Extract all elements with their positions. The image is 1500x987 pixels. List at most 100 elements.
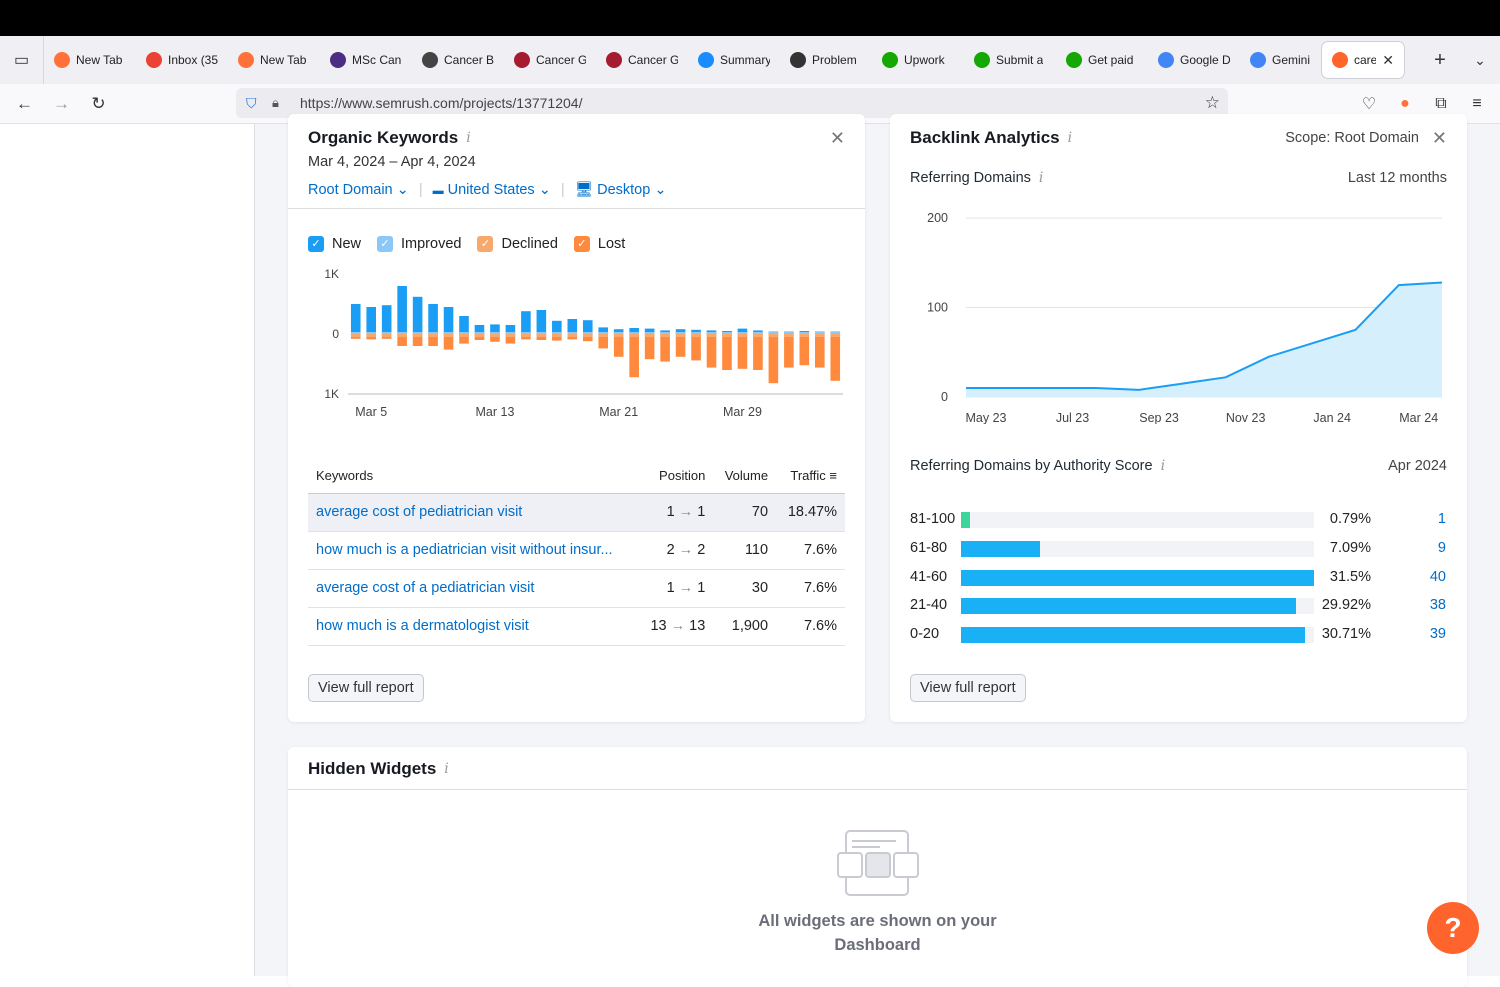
device-filter-dropdown[interactable]: 🖥︎ Desktop ⌄ bbox=[575, 181, 667, 198]
bar-improved bbox=[490, 332, 500, 334]
info-icon[interactable]: i bbox=[1038, 170, 1044, 186]
tab-label: Problem bbox=[812, 53, 857, 67]
browser-tab[interactable]: Summary bbox=[688, 36, 780, 84]
list-all-tabs-icon[interactable]: ⌄ bbox=[1474, 51, 1486, 68]
view-full-report-button[interactable]: View full report bbox=[910, 674, 1026, 702]
sort-icon[interactable]: ≡ bbox=[829, 468, 837, 484]
info-icon[interactable]: i bbox=[466, 130, 471, 146]
country-filter-dropdown[interactable]: ▬ United States ⌄ bbox=[433, 182, 551, 198]
filter-bar: Root Domain ⌄ | ▬ United States ⌄ | 🖥︎ D… bbox=[308, 181, 667, 199]
close-icon[interactable]: ✕ bbox=[1431, 128, 1447, 148]
url-bar[interactable]: ⛉ 🔒︎ https://www.semrush.com/projects/13… bbox=[236, 88, 1228, 118]
organic-keywords-card: Organic Keywords i ✕ Mar 4, 2024 – Apr 4… bbox=[288, 114, 865, 722]
browser-tab[interactable]: Upwork bbox=[872, 36, 964, 84]
table-row[interactable]: how much is a dermatologist visit 13 → 13… bbox=[308, 607, 845, 646]
authority-count-link[interactable]: 39 bbox=[1429, 626, 1446, 643]
hidden-widgets-message: All widgets are shown on your Dashboard bbox=[288, 909, 1467, 957]
browser-tab[interactable]: careb ✕ bbox=[1322, 42, 1404, 78]
lock-icon[interactable]: 🔒︎ bbox=[272, 95, 279, 110]
bar-new bbox=[582, 320, 593, 334]
arrow-right-icon: → bbox=[666, 618, 690, 634]
info-icon[interactable]: i bbox=[1067, 130, 1073, 146]
bar-declined-sliver bbox=[536, 334, 547, 337]
back-arrow-icon[interactable]: ← bbox=[16, 93, 33, 113]
legend-item-lost[interactable]: ✓ Lost bbox=[573, 236, 625, 252]
tab-list: New Tab Inbox (35 New Tab MSc Can Cancer B Ca… bbox=[44, 36, 1420, 84]
browser-tab[interactable]: MSc Can bbox=[320, 36, 412, 84]
info-icon[interactable]: i bbox=[1160, 458, 1166, 474]
legend-item-improved[interactable]: ✓ Improved bbox=[377, 236, 461, 252]
bar-improved bbox=[474, 332, 485, 334]
bar-improved bbox=[644, 332, 655, 334]
view-full-report-button[interactable]: View full report bbox=[308, 674, 424, 702]
account-icon[interactable]: ● bbox=[1400, 95, 1410, 112]
bar-declined bbox=[613, 334, 624, 357]
checkbox-icon[interactable]: ✓ bbox=[377, 236, 394, 252]
browser-tab[interactable]: Google D bbox=[1148, 36, 1240, 84]
volume-header[interactable]: Volume bbox=[713, 459, 777, 494]
info-icon[interactable]: i bbox=[444, 761, 449, 777]
browser-tab[interactable]: Cancer B bbox=[412, 36, 504, 84]
tab-close-icon[interactable]: ✕ bbox=[1382, 51, 1394, 68]
traffic-header[interactable]: Traffic ≡ bbox=[776, 459, 845, 494]
legend-item-new[interactable]: ✓ New bbox=[308, 236, 361, 252]
help-button[interactable]: ? bbox=[1427, 902, 1479, 954]
keyword-link[interactable]: average cost of pediatrician visit bbox=[308, 493, 639, 532]
bookmark-star-icon[interactable]: ☆ bbox=[1204, 93, 1220, 112]
extensions-icon[interactable]: ⧉ bbox=[1435, 95, 1447, 112]
close-icon[interactable]: ✕ bbox=[829, 128, 845, 148]
keyword-link[interactable]: how much is a dermatologist visit bbox=[308, 607, 639, 646]
browser-tab[interactable]: Gemini bbox=[1240, 36, 1322, 84]
bar-new bbox=[490, 324, 500, 334]
domain-filter-dropdown[interactable]: Root Domain ⌄ bbox=[308, 182, 409, 198]
browser-tab[interactable]: Submit a bbox=[964, 36, 1056, 84]
tab-overview-icon[interactable]: ▭ bbox=[0, 36, 44, 84]
browser-tab[interactable]: Inbox (35 bbox=[136, 36, 228, 84]
pocket-icon[interactable]: ♡ bbox=[1361, 96, 1377, 113]
bar-improved bbox=[737, 332, 748, 334]
authority-count-link[interactable]: 38 bbox=[1429, 597, 1446, 614]
checkbox-icon[interactable]: ✓ bbox=[308, 236, 324, 252]
browser-tab[interactable]: New Tab bbox=[228, 36, 320, 84]
bar-new bbox=[644, 328, 655, 334]
url-text[interactable]: https://www.semrush.com/projects/1377120… bbox=[300, 95, 583, 111]
position-cell: 2 → 2 bbox=[638, 531, 714, 570]
authority-count-link[interactable]: 40 bbox=[1429, 568, 1446, 585]
bar-declined-sliver bbox=[660, 334, 670, 337]
reload-icon[interactable]: ↻ bbox=[91, 93, 106, 113]
keyword-link[interactable]: average cost of a pediatrician visit bbox=[308, 569, 639, 608]
bar-improved bbox=[428, 332, 438, 334]
forward-arrow-icon[interactable]: → bbox=[53, 93, 70, 113]
divider: | bbox=[418, 181, 423, 198]
checkbox-icon[interactable]: ✓ bbox=[573, 236, 590, 252]
keyword-link[interactable]: how much is a pediatrician visit without… bbox=[308, 531, 639, 570]
table-row[interactable]: how much is a pediatrician visit without… bbox=[308, 531, 845, 570]
browser-tab[interactable]: Cancer G bbox=[504, 36, 596, 84]
browser-tab[interactable]: Cancer G bbox=[596, 36, 688, 84]
menu-hamburger-icon[interactable]: ≡ bbox=[1472, 95, 1482, 112]
crest-icon bbox=[606, 52, 622, 68]
tab-label: MSc Can bbox=[352, 53, 402, 67]
device-filter-label: Desktop bbox=[597, 182, 651, 198]
legend-item-declined[interactable]: ✓ Declined bbox=[477, 236, 558, 252]
authority-count-link[interactable]: 1 bbox=[1437, 511, 1446, 527]
bar-declined-sliver bbox=[490, 334, 500, 337]
new-tab-plus-icon[interactable]: + bbox=[1434, 48, 1446, 71]
browser-tab[interactable]: Problem bbox=[780, 36, 872, 84]
authority-range-label: 21-40 bbox=[910, 597, 948, 614]
bar-new bbox=[737, 328, 748, 334]
tracking-shield-icon[interactable]: ⛉ bbox=[246, 94, 257, 111]
position-to: 1 bbox=[697, 580, 706, 596]
position-to: 1 bbox=[697, 504, 706, 520]
checkbox-icon[interactable]: ✓ bbox=[477, 236, 494, 252]
bar-new bbox=[505, 325, 516, 334]
bar-new bbox=[629, 328, 639, 334]
bar-declined-sliver bbox=[830, 334, 841, 337]
position-header[interactable]: Position bbox=[638, 459, 714, 494]
table-row[interactable]: average cost of a pediatrician visit 1 → … bbox=[308, 569, 845, 608]
browser-tab[interactable]: New Tab bbox=[44, 36, 136, 84]
authority-count-link[interactable]: 9 bbox=[1437, 539, 1446, 556]
bar-improved bbox=[830, 332, 841, 334]
browser-tab[interactable]: Get paid bbox=[1056, 36, 1148, 84]
